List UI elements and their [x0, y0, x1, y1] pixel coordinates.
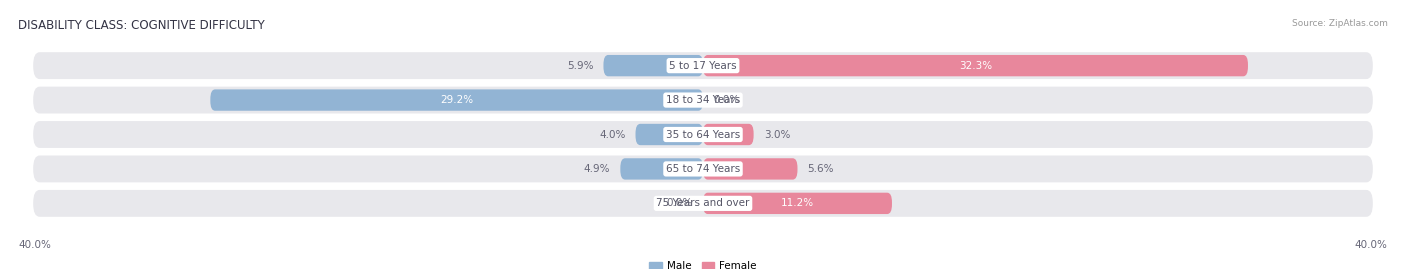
FancyBboxPatch shape [34, 190, 1372, 217]
Text: 5 to 17 Years: 5 to 17 Years [669, 61, 737, 71]
Text: 0.0%: 0.0% [666, 198, 693, 208]
Text: Source: ZipAtlas.com: Source: ZipAtlas.com [1292, 19, 1388, 28]
Text: 29.2%: 29.2% [440, 95, 474, 105]
Legend: Male, Female: Male, Female [645, 257, 761, 269]
Text: 4.9%: 4.9% [583, 164, 610, 174]
Text: 5.6%: 5.6% [807, 164, 834, 174]
Text: 3.0%: 3.0% [763, 129, 790, 140]
Text: 32.3%: 32.3% [959, 61, 993, 71]
Text: 11.2%: 11.2% [780, 198, 814, 208]
FancyBboxPatch shape [34, 87, 1372, 114]
Text: 75 Years and over: 75 Years and over [657, 198, 749, 208]
Text: 0.0%: 0.0% [713, 95, 740, 105]
FancyBboxPatch shape [34, 121, 1372, 148]
FancyBboxPatch shape [636, 124, 703, 145]
Text: 18 to 34 Years: 18 to 34 Years [666, 95, 740, 105]
Text: 65 to 74 Years: 65 to 74 Years [666, 164, 740, 174]
Text: 4.0%: 4.0% [599, 129, 626, 140]
FancyBboxPatch shape [703, 55, 1249, 76]
Text: 40.0%: 40.0% [18, 240, 51, 250]
Text: DISABILITY CLASS: COGNITIVE DIFFICULTY: DISABILITY CLASS: COGNITIVE DIFFICULTY [18, 19, 264, 32]
FancyBboxPatch shape [34, 155, 1372, 182]
Text: 5.9%: 5.9% [567, 61, 593, 71]
Text: 35 to 64 Years: 35 to 64 Years [666, 129, 740, 140]
FancyBboxPatch shape [620, 158, 703, 180]
FancyBboxPatch shape [703, 193, 891, 214]
FancyBboxPatch shape [603, 55, 703, 76]
FancyBboxPatch shape [703, 158, 797, 180]
FancyBboxPatch shape [703, 124, 754, 145]
FancyBboxPatch shape [211, 89, 703, 111]
Text: 40.0%: 40.0% [1355, 240, 1388, 250]
FancyBboxPatch shape [34, 52, 1372, 79]
